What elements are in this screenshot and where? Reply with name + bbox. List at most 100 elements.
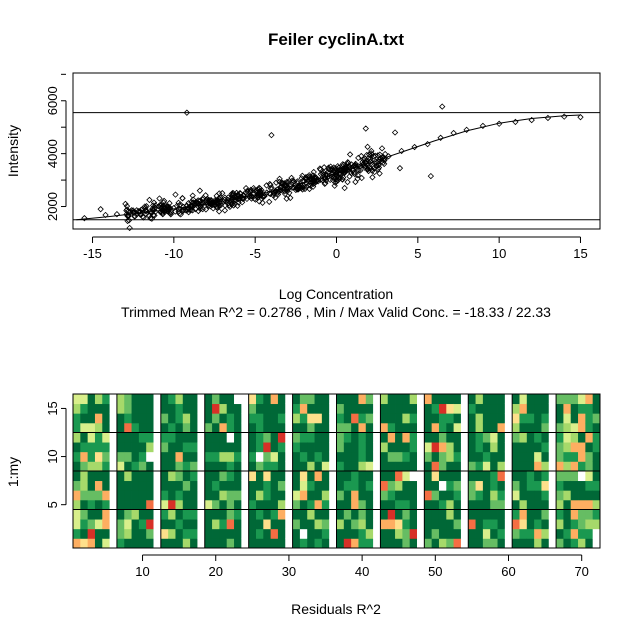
heatmap-cell [116,403,125,414]
heatmap-cell [402,538,411,549]
heatmap-cell [541,394,550,405]
heatmap-cell [373,451,381,462]
data-point [299,186,306,193]
heatmap-cell [373,432,381,443]
heatmap-cell [299,461,308,472]
heatmap-cell [519,480,528,491]
heatmap-cell [307,442,315,453]
heatmap-cell [402,403,411,414]
heatmap-cell [285,499,293,510]
heatmap-cell [424,422,433,433]
heatmap-cell [329,403,337,414]
heatmap-cell [138,451,147,462]
data-point [177,201,184,208]
data-point [185,209,192,216]
heatmap-cell [365,403,374,414]
heatmap-cell [578,451,586,462]
heatmap-cell [255,461,264,472]
heatmap-cell [336,528,345,539]
heatmap-cell [116,480,125,491]
heatmap-cell [160,519,169,530]
data-point [250,184,257,192]
heatmap-cell [255,480,264,491]
heatmap-cell [490,442,498,453]
heatmap-cell [226,471,235,482]
heatmap-cell [124,490,132,501]
heatmap-cell [153,499,162,510]
heatmap-cell [277,480,286,491]
heatmap-cell [263,442,272,453]
heatmap-cell [387,471,396,482]
heatmap-cell [563,394,572,405]
heatmap-cell [73,413,81,424]
data-point [234,192,241,199]
heatmap-cell [109,509,118,520]
heatmap-cell [548,519,557,530]
data-point [230,202,237,209]
heatmap-cell [277,432,286,443]
heatmap-cell [534,538,542,549]
heatmap-cell [431,451,440,462]
heatmap-cell [263,461,272,472]
heatmap-cell [497,509,506,520]
heatmap-cell [548,480,557,491]
heatmap-cell [468,528,476,539]
heatmap-cell [226,432,235,443]
heatmap-cell [402,471,411,482]
heatmap-cell [424,519,433,530]
heatmap-cell [570,461,579,472]
data-point [358,174,365,182]
data-point [439,103,446,110]
y-tick-label: 15 [45,401,60,415]
heatmap-cell [321,499,330,510]
heatmap-cell [234,490,242,501]
heatmap-cell [73,499,81,510]
heatmap-cell [175,413,184,424]
heatmap-cell [541,490,550,501]
heatmap-cell [365,422,374,433]
heatmap-cell [292,461,301,472]
heatmap-cell [512,451,520,462]
heatmap-cell [285,490,293,501]
heatmap-cell [380,432,389,443]
heatmap-cell [460,499,469,510]
heatmap-cell [343,432,352,443]
heatmap-cell [592,480,601,491]
heatmap-cell [73,509,81,520]
heatmap-cell [212,499,220,510]
data-point [163,207,170,214]
heatmap-cell [329,499,337,510]
data-point [544,114,552,122]
data-point [327,176,334,184]
heatmap-cell [438,528,447,539]
heatmap-cell [460,471,469,482]
heatmap-cell [475,451,484,462]
heatmap-cell [526,413,535,424]
heatmap-cell [204,519,213,530]
heatmap-cell [438,519,447,530]
data-point [189,192,196,199]
heatmap-cell [556,471,564,482]
data-point [220,198,227,205]
heatmap-cell [248,509,257,520]
heatmap-cell [234,451,242,462]
heatmap-cell [175,499,184,510]
heatmap-cell [526,490,535,501]
heatmap-cell [351,422,359,433]
heatmap-cell [168,538,176,549]
data-point [309,179,317,186]
heatmap-cell [424,442,433,453]
heatmap-cell [226,422,235,433]
heatmap-cell [490,490,498,501]
heatmap-cell [402,394,411,405]
heatmap-cell [292,499,301,510]
heatmap-cell [102,422,110,433]
data-point [97,206,104,213]
data-point [378,145,386,152]
heatmap-cell [592,461,601,472]
heatmap-cell [446,490,455,501]
heatmap-cell [160,403,169,414]
heatmap-cell [175,480,184,491]
heatmap-cell [512,528,520,539]
data-point [450,129,457,137]
